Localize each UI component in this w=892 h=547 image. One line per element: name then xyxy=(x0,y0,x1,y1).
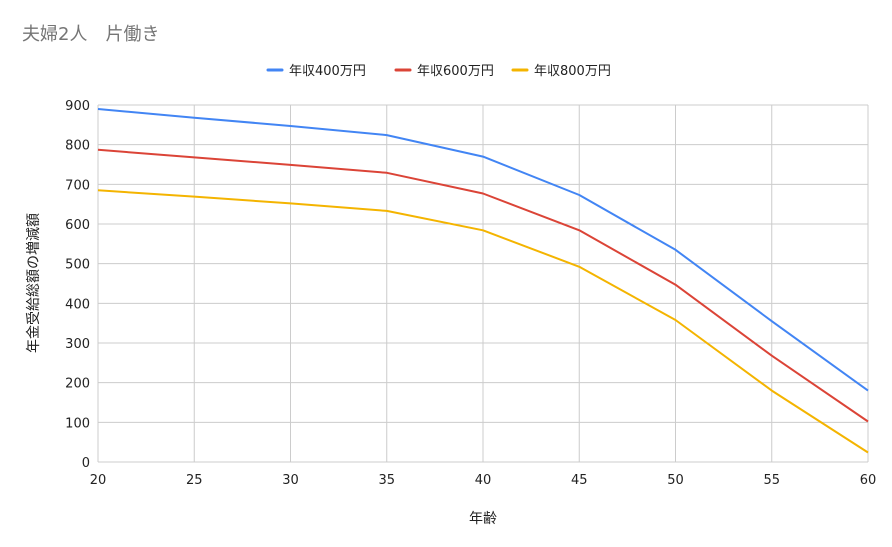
x-tick-label: 40 xyxy=(475,473,492,488)
x-tick-label: 30 xyxy=(282,473,299,488)
x-axis-title: 年齢 xyxy=(469,511,497,527)
x-tick-labels: 20 25 30 35 40 45 50 55 60 xyxy=(90,473,877,488)
y-tick-label: 0 xyxy=(82,456,90,471)
series-line-2 xyxy=(97,148,869,423)
y-tick-label: 100 xyxy=(65,416,90,431)
x-tick-label: 35 xyxy=(378,473,395,488)
y-tick-label: 700 xyxy=(65,178,90,193)
legend[interactable]: 年収400万円 年収600万円 年収800万円 xyxy=(266,64,611,79)
x-tick-label: 45 xyxy=(571,473,588,488)
y-tick-label: 500 xyxy=(65,258,90,273)
legend-label: 年収800万円 xyxy=(534,64,611,79)
y-tick-label: 800 xyxy=(65,139,90,154)
chart-title: 夫婦2人 片働き xyxy=(22,24,160,45)
x-tick-label: 20 xyxy=(90,473,107,488)
y-tick-labels: 0 100 200 300 400 500 600 700 800 900 xyxy=(65,99,90,471)
legend-label: 年収600万円 xyxy=(417,64,494,79)
x-tick-label: 55 xyxy=(763,473,780,488)
y-tick-label: 900 xyxy=(65,99,90,114)
x-tick-label: 50 xyxy=(667,473,684,488)
legend-label: 年収400万円 xyxy=(289,64,366,79)
y-tick-label: 400 xyxy=(65,297,90,312)
x-tick-label: 60 xyxy=(860,473,877,488)
x-tick-label: 25 xyxy=(186,473,203,488)
series-line-3 xyxy=(97,189,869,454)
series-lines xyxy=(97,108,869,454)
y-tick-label: 300 xyxy=(65,337,90,352)
legend-item-2[interactable]: 年収600万円 xyxy=(394,64,494,79)
y-tick-label: 600 xyxy=(65,218,90,233)
y-axis-title: 年金受給総額の増減額 xyxy=(25,213,42,353)
series-line-1 xyxy=(97,108,869,392)
legend-item-1[interactable]: 年収400万円 xyxy=(266,64,366,79)
legend-item-3[interactable]: 年収800万円 xyxy=(511,64,611,79)
y-tick-label: 200 xyxy=(65,377,90,392)
